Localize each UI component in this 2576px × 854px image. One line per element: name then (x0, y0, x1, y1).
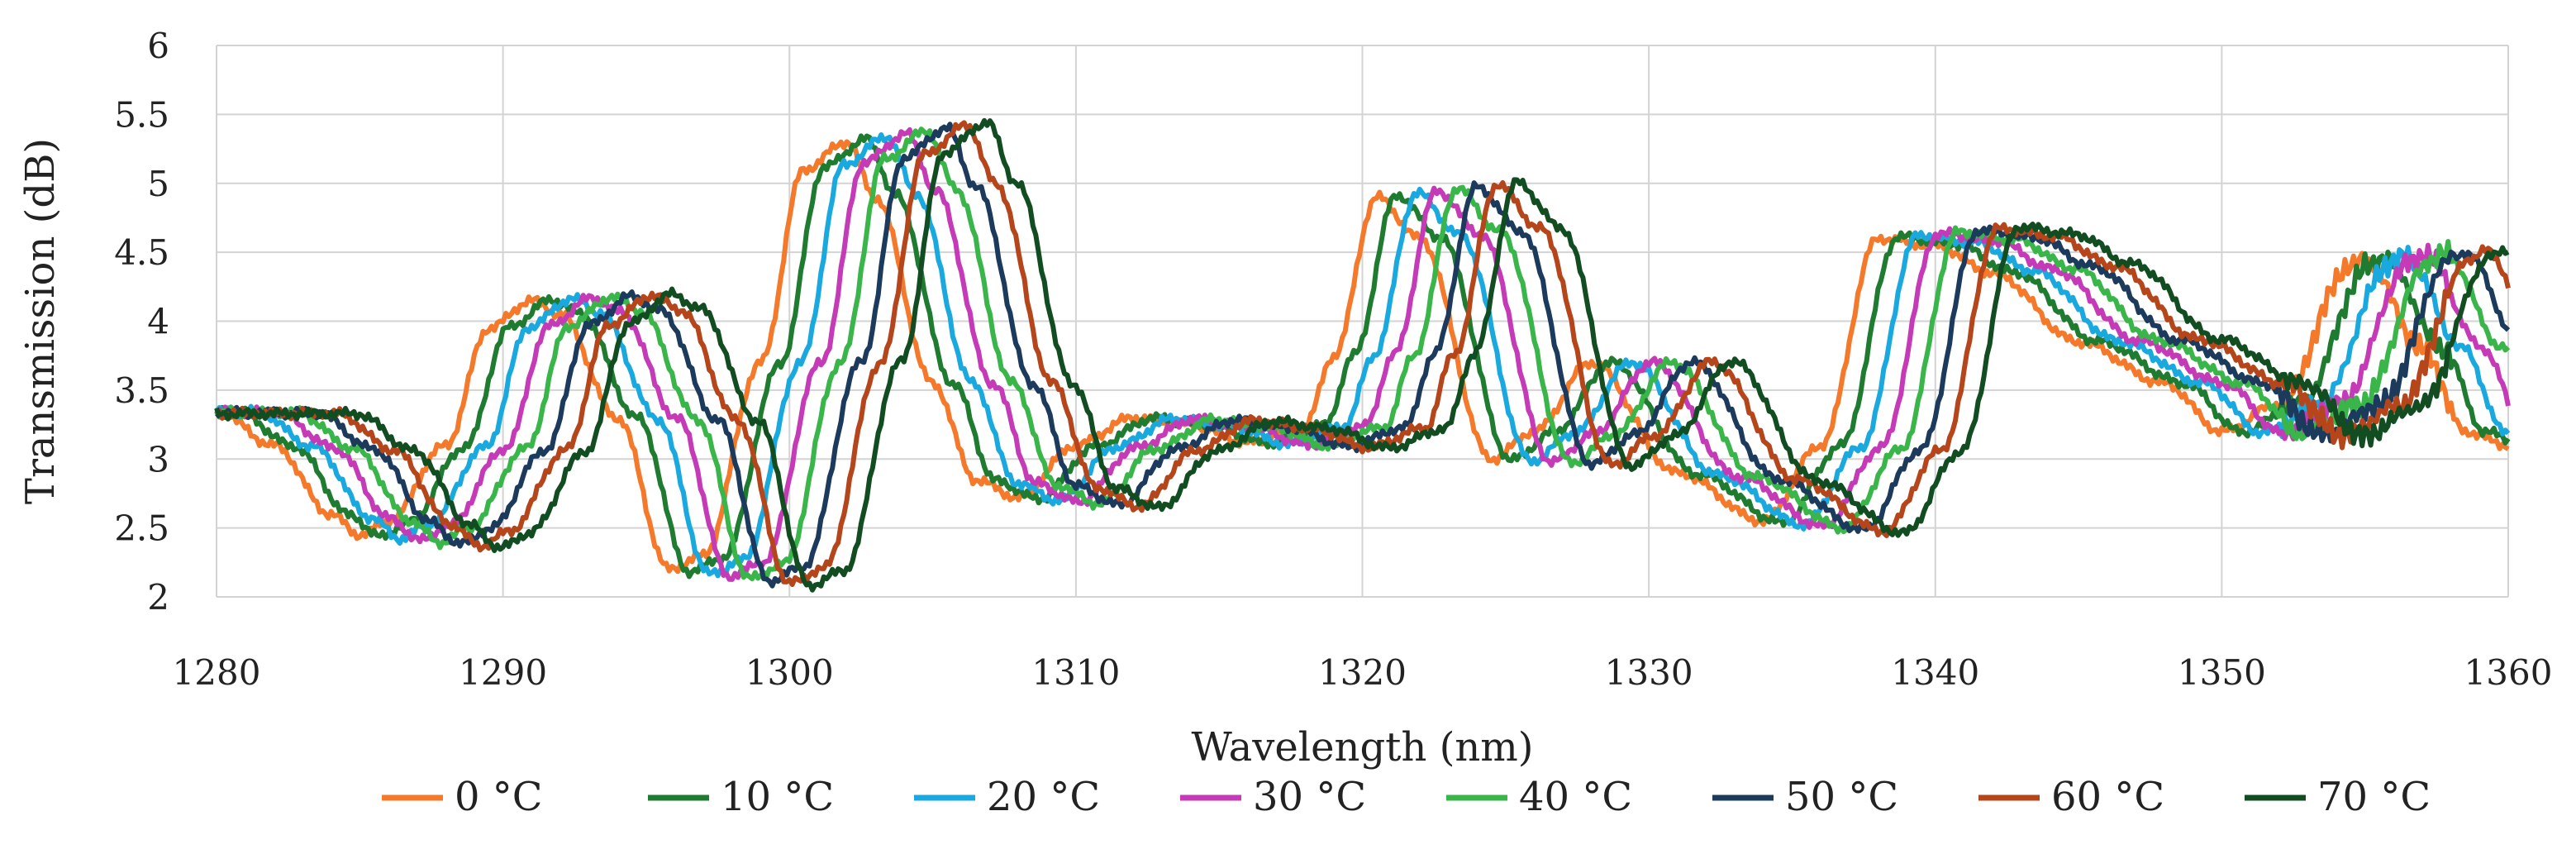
legend-label: 0 °C (455, 774, 543, 820)
y-tick-label: 2.5 (114, 508, 169, 549)
series-line-70c (214, 117, 2510, 593)
legend: 0 °C 10 °C 20 °C 30 °C 40 °C 50 °C 60 °C 70 °C (382, 774, 2431, 820)
series-line-50c (215, 122, 2511, 589)
axes: 2 2.5 3 3.5 4 4.5 5 5.5 6 1280 1290 1300 1310 1320 133… (114, 26, 2552, 693)
y-tick-label: 2 (147, 577, 169, 618)
x-tick-label: 1330 (1605, 652, 1693, 693)
legend-label: 30 °C (1253, 774, 1366, 820)
legend-label: 50 °C (1785, 774, 1898, 820)
x-tick-label: 1280 (173, 652, 261, 693)
series-lines (214, 117, 2511, 593)
y-tick-label: 4 (147, 302, 169, 342)
x-tick-label: 1360 (2464, 652, 2553, 693)
legend-label: 60 °C (2051, 774, 2164, 820)
x-tick-label: 1340 (1891, 652, 1979, 693)
y-tick-label: 5.5 (114, 94, 169, 135)
x-tick-label: 1290 (459, 652, 547, 693)
series-line-30c (215, 126, 2511, 582)
x-tick-label: 1320 (1318, 652, 1407, 693)
y-tick-label: 6 (147, 26, 169, 66)
legend-label: 40 °C (1519, 774, 1632, 820)
y-axis-title: Transmission (dB) (17, 138, 64, 504)
y-tick-label: 3.5 (114, 370, 169, 411)
legend-label: 20 °C (987, 774, 1100, 820)
legend-label: 70 °C (2317, 774, 2431, 820)
series-line-40c (214, 126, 2511, 582)
y-tick-label: 3 (147, 439, 169, 479)
y-tick-label: 4.5 (114, 232, 169, 273)
x-axis-title: Wavelength (nm) (1191, 724, 1533, 771)
legend-label: 10 °C (721, 774, 834, 820)
x-tick-label: 1310 (1031, 652, 1120, 693)
y-tick-label: 5 (147, 164, 169, 204)
x-tick-label: 1350 (2178, 652, 2266, 693)
x-tick-label: 1300 (745, 652, 834, 693)
series-line-0c (214, 139, 2510, 575)
